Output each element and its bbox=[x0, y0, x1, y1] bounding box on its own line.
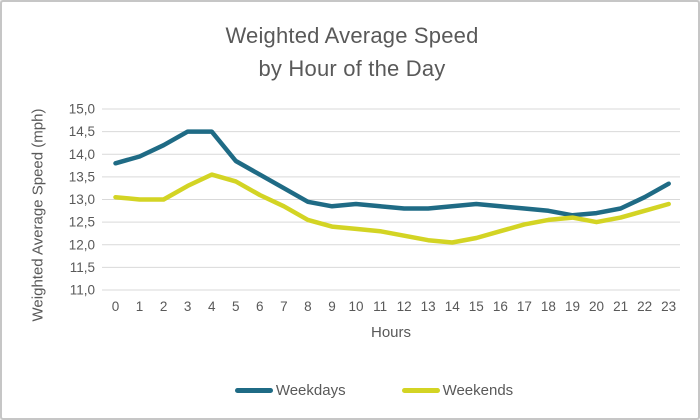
x-tick-label: 13 bbox=[421, 299, 436, 314]
weekends-legend-label: Weekends bbox=[442, 382, 514, 399]
chart-title-line1: Weighted Average Speed bbox=[225, 23, 479, 48]
y-tick-label: 12,5 bbox=[69, 215, 95, 230]
weekends-line bbox=[113, 172, 671, 245]
x-tick-label: 19 bbox=[565, 299, 580, 314]
x-tick-label: 4 bbox=[208, 299, 216, 314]
x-tick-label: 6 bbox=[256, 299, 264, 314]
x-tick-label: 20 bbox=[589, 299, 604, 314]
x-tick-label: 1 bbox=[136, 299, 144, 314]
x-tick-label: 17 bbox=[517, 299, 532, 314]
x-tick-label: 23 bbox=[661, 299, 676, 314]
legend-item-weekdays: Weekdays bbox=[234, 382, 346, 399]
legend: Weekdays Weekends bbox=[2, 382, 698, 399]
x-tick-label: 11 bbox=[373, 299, 387, 314]
x-tick-label: 5 bbox=[232, 299, 240, 314]
x-tick-label: 2 bbox=[160, 299, 168, 314]
x-tick-label: 18 bbox=[541, 299, 556, 314]
x-tick-label: 0 bbox=[112, 299, 120, 314]
weekdays-legend-label: Weekdays bbox=[275, 382, 346, 399]
y-tick-label: 13,5 bbox=[69, 169, 95, 184]
x-tick-label: 7 bbox=[280, 299, 288, 314]
x-tick-label: 8 bbox=[304, 299, 312, 314]
x-tick-label: 21 bbox=[613, 299, 628, 314]
x-tick-label: 15 bbox=[469, 299, 484, 314]
x-tick-label: 16 bbox=[493, 299, 508, 314]
weekdays-line-swatch bbox=[234, 388, 273, 393]
y-tick-label: 14,0 bbox=[69, 147, 95, 162]
weekdays-line bbox=[113, 129, 671, 218]
y-tick-label: 13,0 bbox=[69, 192, 95, 207]
chart-title: Weighted Average Speed by Hour of the Da… bbox=[2, 19, 698, 85]
x-tick-label: 12 bbox=[397, 299, 412, 314]
y-tick-label: 11,0 bbox=[70, 283, 95, 298]
y-tick-label: 15,0 bbox=[69, 102, 95, 117]
x-axis-title: Hours bbox=[370, 324, 411, 341]
legend-item-weekends: Weekends bbox=[401, 382, 514, 399]
y-tick-label: 11,5 bbox=[70, 260, 95, 275]
y-tick-label: 12,0 bbox=[69, 237, 95, 252]
x-tick-label: 9 bbox=[328, 299, 336, 314]
x-tick-label: 10 bbox=[349, 299, 364, 314]
x-tick-label: 14 bbox=[445, 299, 461, 314]
x-tick-label: 22 bbox=[637, 299, 652, 314]
y-tick-label: 14,5 bbox=[69, 124, 95, 139]
chart-title-line2: by Hour of the Day bbox=[258, 56, 446, 81]
x-tick-label: 3 bbox=[184, 299, 192, 314]
weekends-line-swatch bbox=[401, 388, 440, 393]
